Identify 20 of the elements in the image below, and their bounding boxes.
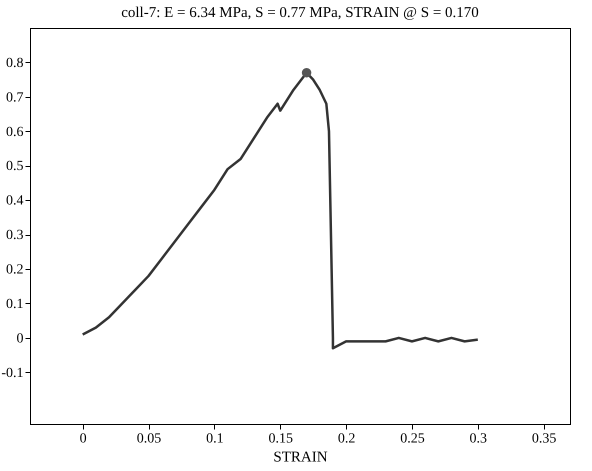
y-tick-label: 0.5 — [6, 159, 24, 174]
y-tick-label: 0 — [16, 331, 24, 346]
y-tick-label: 0.6 — [6, 124, 24, 140]
y-tick-label: 0.4 — [6, 194, 24, 209]
x-axis-title: STRAIN — [273, 450, 328, 466]
chart-title: coll-7: E = 6.34 MPa, S = 0.77 MPa, STRAIN @ S = 0.170 — [121, 5, 479, 21]
y-tick-label: 0.8 — [6, 56, 24, 71]
y-tick-label: 0.3 — [6, 228, 24, 244]
y-tick-label: 0.7 — [6, 90, 24, 106]
x-tick-label: 0.2 — [338, 432, 356, 446]
x-tick-label: 0.35 — [532, 432, 556, 446]
y-tick-label: 0.1 — [6, 296, 24, 312]
x-tick-label: 0.15 — [268, 432, 293, 446]
x-tick-label: 0.25 — [400, 432, 425, 446]
y-tick-label: 0.2 — [6, 262, 24, 278]
x-tick-label: 0.3 — [470, 432, 488, 446]
x-tick-label: 0 — [80, 432, 87, 446]
y-tick-label: -0.1 — [1, 366, 24, 381]
x-tick-label: 0.05 — [136, 432, 162, 446]
x-tick-label: 0.1 — [206, 432, 224, 446]
